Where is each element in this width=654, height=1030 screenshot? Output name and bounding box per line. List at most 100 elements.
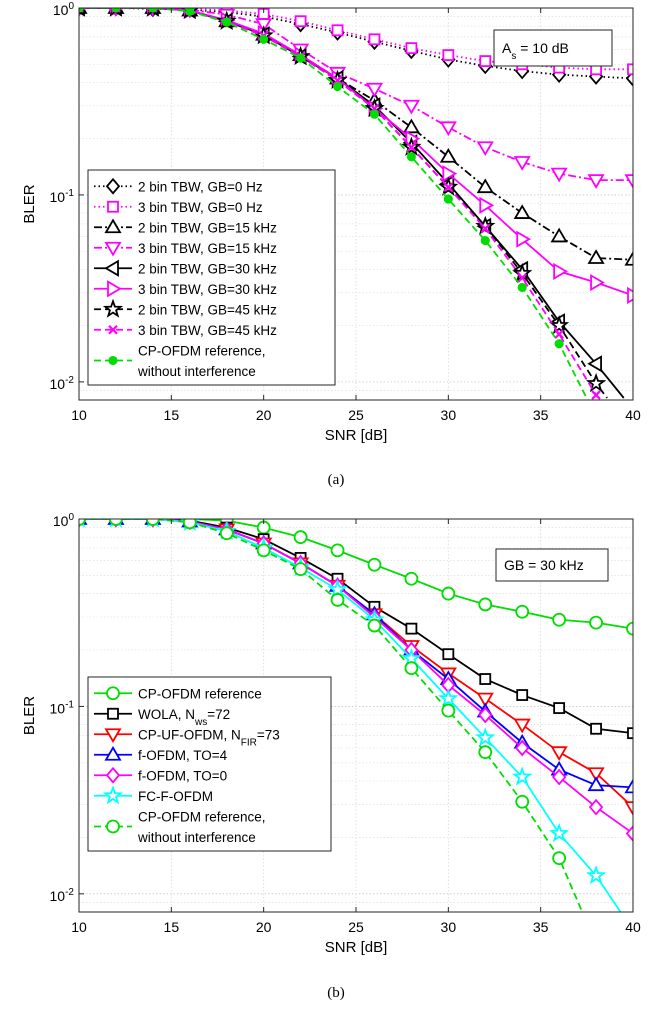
- data-point: [586, 865, 607, 885]
- data-point: [553, 702, 566, 714]
- legend-entry-1: CP-OFDM reference: [94, 686, 262, 701]
- data-point: [554, 339, 564, 349]
- annotation-text: GB = 30 kHz: [504, 557, 584, 573]
- data-point: [624, 250, 633, 266]
- legend-label: f-OFDM, TO=4: [138, 748, 228, 763]
- data-point: [438, 688, 459, 708]
- legend-entry-3: 2 bin TBW, GB=15 kHz: [94, 218, 277, 235]
- data-point: [182, 519, 197, 530]
- legend-entry-6: 3 bin TBW, GB=30 kHz: [94, 280, 277, 298]
- legend-box: [87, 169, 336, 386]
- legend-label: CP-UF-OFDM, NFIR=73: [138, 727, 280, 748]
- legend-marker: [102, 785, 124, 805]
- data-point: [79, 8, 84, 13]
- legend-marker: [108, 355, 118, 366]
- legend-marker: [108, 324, 118, 335]
- legend-marker: [104, 728, 122, 744]
- y-axis-label: BLER: [21, 696, 38, 735]
- data-point: [515, 604, 530, 619]
- legend-marker: [106, 686, 120, 701]
- data-point: [406, 152, 416, 162]
- legend-label: FC-F-OFDM: [138, 789, 213, 804]
- data-point: [627, 286, 633, 305]
- data-point: [590, 273, 605, 292]
- data-point: [479, 196, 495, 214]
- data-point: [515, 794, 530, 809]
- data-point: [550, 746, 568, 761]
- legend-marker: [106, 819, 120, 834]
- data-point: [554, 329, 564, 339]
- data-point: [327, 578, 348, 599]
- data-point: [79, 519, 86, 526]
- data-point: [587, 174, 605, 189]
- data-point: [548, 822, 570, 843]
- data-point: [479, 673, 492, 685]
- data-point: [293, 562, 308, 577]
- data-point: [442, 165, 458, 183]
- legend-entry-2: WOLA, Nws=72: [94, 707, 230, 727]
- legend-marker: [107, 707, 119, 720]
- data-point: [476, 141, 494, 157]
- x-tick-label: 15: [164, 407, 180, 423]
- data-point: [626, 621, 633, 636]
- data-point: [517, 282, 527, 292]
- data-point: [439, 147, 457, 163]
- data-point: [516, 689, 529, 701]
- data-point: [111, 8, 121, 13]
- legend-marker: [104, 218, 122, 234]
- data-point: [332, 82, 343, 92]
- data-point: [294, 15, 307, 28]
- y-tick-label: 10-2: [50, 887, 75, 904]
- x-tick-label: 15: [164, 919, 180, 935]
- data-point: [478, 597, 493, 612]
- series-line: [79, 8, 633, 71]
- data-point: [148, 8, 158, 13]
- legend-marker: [102, 298, 124, 318]
- data-point: [402, 118, 420, 134]
- data-point: [588, 798, 604, 816]
- x-tick-label: 10: [71, 919, 87, 935]
- legend-marker: [105, 177, 121, 195]
- data-point: [441, 703, 456, 718]
- legend-label: CP-OFDM reference: [138, 686, 262, 701]
- x-tick-label: 30: [441, 407, 457, 423]
- data-point: [369, 109, 380, 119]
- data-point: [551, 768, 567, 786]
- legend-label: 3 bin TBW, GB=0 Hz: [138, 200, 263, 215]
- y-tick-label: 10-2: [50, 375, 75, 392]
- data-point: [405, 622, 418, 635]
- data-point: [513, 156, 531, 171]
- caption: (a): [328, 472, 345, 488]
- data-point: [478, 706, 493, 724]
- data-point: [479, 55, 492, 67]
- data-point: [517, 273, 527, 283]
- chart-b: 10 15 20 25 30 35 40 100 10-1 10-2 SNR [dB] BLER (b)…: [21, 512, 641, 1001]
- data-point: [443, 194, 453, 204]
- x-tick-label: 20: [256, 407, 272, 423]
- series-line: [79, 519, 633, 630]
- data-point: [365, 82, 384, 98]
- data-point: [515, 739, 530, 757]
- data-point: [587, 355, 602, 373]
- legend: CP-OFDM reference WOLA, Nws=72CP-UF-OFDM,…: [87, 676, 332, 852]
- y-tick-label: 10-1: [50, 188, 75, 205]
- legend-entry-7: CP-OFDM reference, without interference: [94, 809, 266, 845]
- x-tick-label: 35: [533, 407, 549, 423]
- legend-entry-1: 2 bin TBW, GB=0 Hz: [94, 177, 263, 195]
- legend-label: 2 bin TBW, GB=30 kHz: [138, 261, 277, 276]
- legend-marker: [104, 259, 119, 277]
- y-tick-label: 100: [53, 512, 75, 529]
- legend-label: 3 bin TBW, GB=45 kHz: [138, 323, 277, 338]
- data-point: [513, 204, 531, 219]
- legend-label: CP-OFDM reference,: [138, 343, 266, 358]
- x-tick-label: 20: [256, 919, 272, 935]
- data-point: [553, 262, 568, 280]
- caption: (b): [327, 985, 345, 1001]
- data-point: [552, 851, 567, 866]
- data-point: [587, 767, 605, 783]
- legend-label: 2 bin TBW, GB=0 Hz: [138, 179, 263, 194]
- data-point: [627, 727, 633, 740]
- data-point: [624, 778, 633, 794]
- legend-entry-2: 3 bin TBW, GB=0 Hz: [94, 200, 263, 215]
- annotation-box: [495, 548, 609, 582]
